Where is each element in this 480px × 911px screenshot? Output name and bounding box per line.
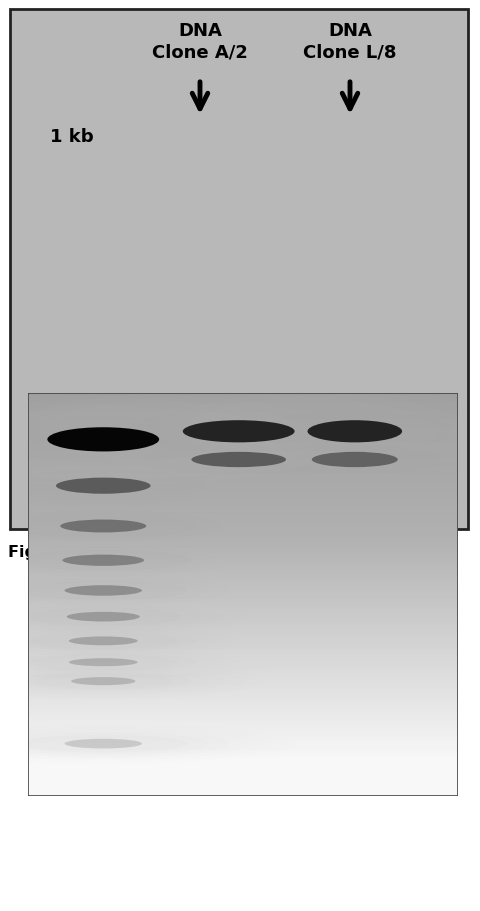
Text: Representação de gel de: Representação de gel de xyxy=(95,545,294,559)
Ellipse shape xyxy=(67,612,140,622)
Text: experimento de avaliação: experimento de avaliação xyxy=(95,610,303,625)
Ellipse shape xyxy=(191,453,286,467)
Text: extraído     dos    clones: extraído dos clones xyxy=(95,654,287,670)
Ellipse shape xyxy=(71,678,135,685)
Text: positivos  para  os  genes: positivos para os genes xyxy=(95,676,300,691)
Ellipse shape xyxy=(47,428,159,452)
Text: agarose    mostrando   os: agarose mostrando os xyxy=(95,567,299,581)
Ellipse shape xyxy=(0,411,255,468)
Text: Figura 4.: Figura 4. xyxy=(8,545,89,559)
Ellipse shape xyxy=(1,471,205,501)
Ellipse shape xyxy=(60,520,146,533)
Text: DNA
Clone A/2: DNA Clone A/2 xyxy=(152,22,247,61)
Text: resultados  obtidos  com  o: resultados obtidos com o xyxy=(95,589,312,603)
Ellipse shape xyxy=(69,637,137,646)
Ellipse shape xyxy=(62,555,144,567)
Ellipse shape xyxy=(307,421,401,443)
Text: da  integridade  do  DNA: da integridade do DNA xyxy=(95,632,293,648)
Ellipse shape xyxy=(64,586,142,596)
Ellipse shape xyxy=(0,417,224,463)
Ellipse shape xyxy=(64,739,142,749)
Text: búfalo.: búfalo. xyxy=(95,721,150,735)
Ellipse shape xyxy=(311,453,397,467)
Ellipse shape xyxy=(96,405,381,458)
Ellipse shape xyxy=(182,421,294,443)
Ellipse shape xyxy=(69,659,137,667)
Ellipse shape xyxy=(258,411,450,453)
Ellipse shape xyxy=(56,478,150,494)
Text: CSN1S1   e   CSN3   de: CSN1S1 e CSN3 de xyxy=(95,698,278,713)
Text: DNA
Clone L/8: DNA Clone L/8 xyxy=(302,22,396,61)
Ellipse shape xyxy=(234,405,474,458)
Ellipse shape xyxy=(143,445,334,475)
Ellipse shape xyxy=(125,411,351,453)
Text: 1 kb: 1 kb xyxy=(50,128,94,146)
Bar xyxy=(10,10,467,529)
